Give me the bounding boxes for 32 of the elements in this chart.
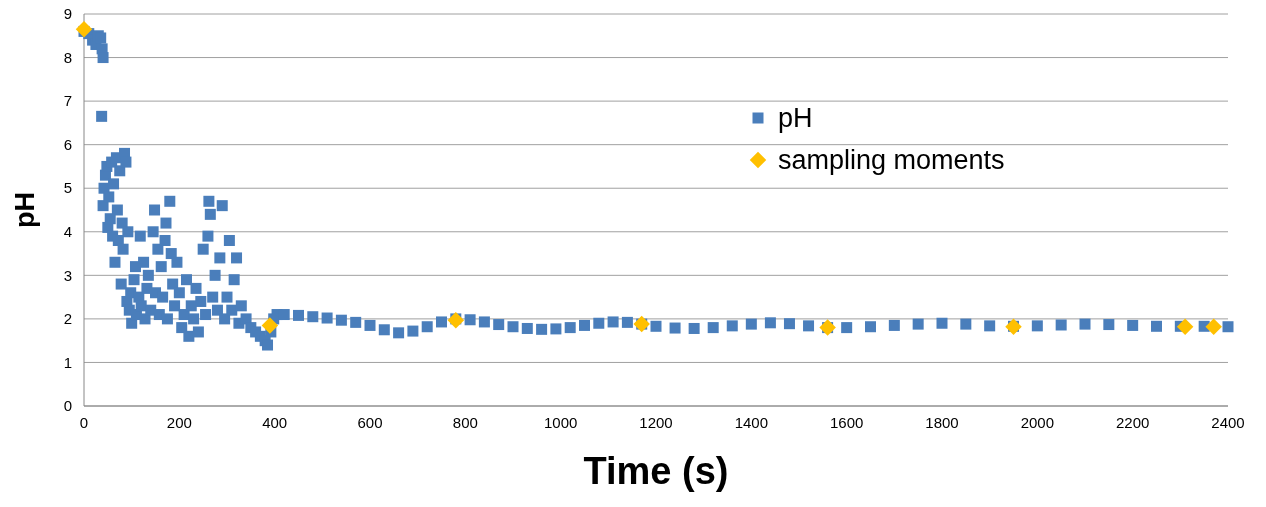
- point: [1205, 318, 1222, 335]
- y-tick-label: 1: [63, 353, 72, 371]
- x-tick-label: 1400: [734, 414, 769, 431]
- x-tick-label: 800: [452, 414, 478, 431]
- legend-label: pH: [778, 103, 813, 134]
- point: [75, 20, 93, 38]
- y-axis-title: pH: [10, 192, 40, 228]
- x-tick-label: 400: [262, 414, 288, 431]
- point: [1176, 318, 1194, 335]
- y-tick-label: 2: [63, 310, 72, 328]
- x-tick-label: 1800: [925, 414, 959, 431]
- x-tick-label: 1200: [639, 414, 673, 431]
- x-tick-label: 2000: [1020, 414, 1055, 431]
- x-tick-label: 2200: [1115, 414, 1150, 431]
- y-tick-label: 7: [63, 92, 72, 110]
- y-tick-label: 9: [63, 5, 72, 23]
- x-axis-title: Time (s): [583, 450, 729, 492]
- x-tick-label: 2400: [1211, 414, 1245, 431]
- x-tick-label: 1600: [829, 414, 864, 431]
- x-tick-label: 600: [357, 414, 383, 431]
- x-tick-label: 200: [166, 414, 192, 431]
- y-tick-label: 8: [63, 48, 72, 66]
- legend-label: sampling moments: [778, 145, 1005, 176]
- point: [447, 311, 465, 329]
- y-tick-label: 4: [63, 223, 72, 241]
- x-tick-label: 1000: [543, 414, 578, 431]
- x-tick-label: 0: [79, 414, 89, 431]
- y-tick-label: 5: [63, 179, 72, 197]
- y-tick-label: 0: [63, 397, 72, 415]
- y-tick-label: 3: [63, 266, 72, 284]
- point: [261, 317, 279, 334]
- y-tick-label: 6: [63, 135, 72, 153]
